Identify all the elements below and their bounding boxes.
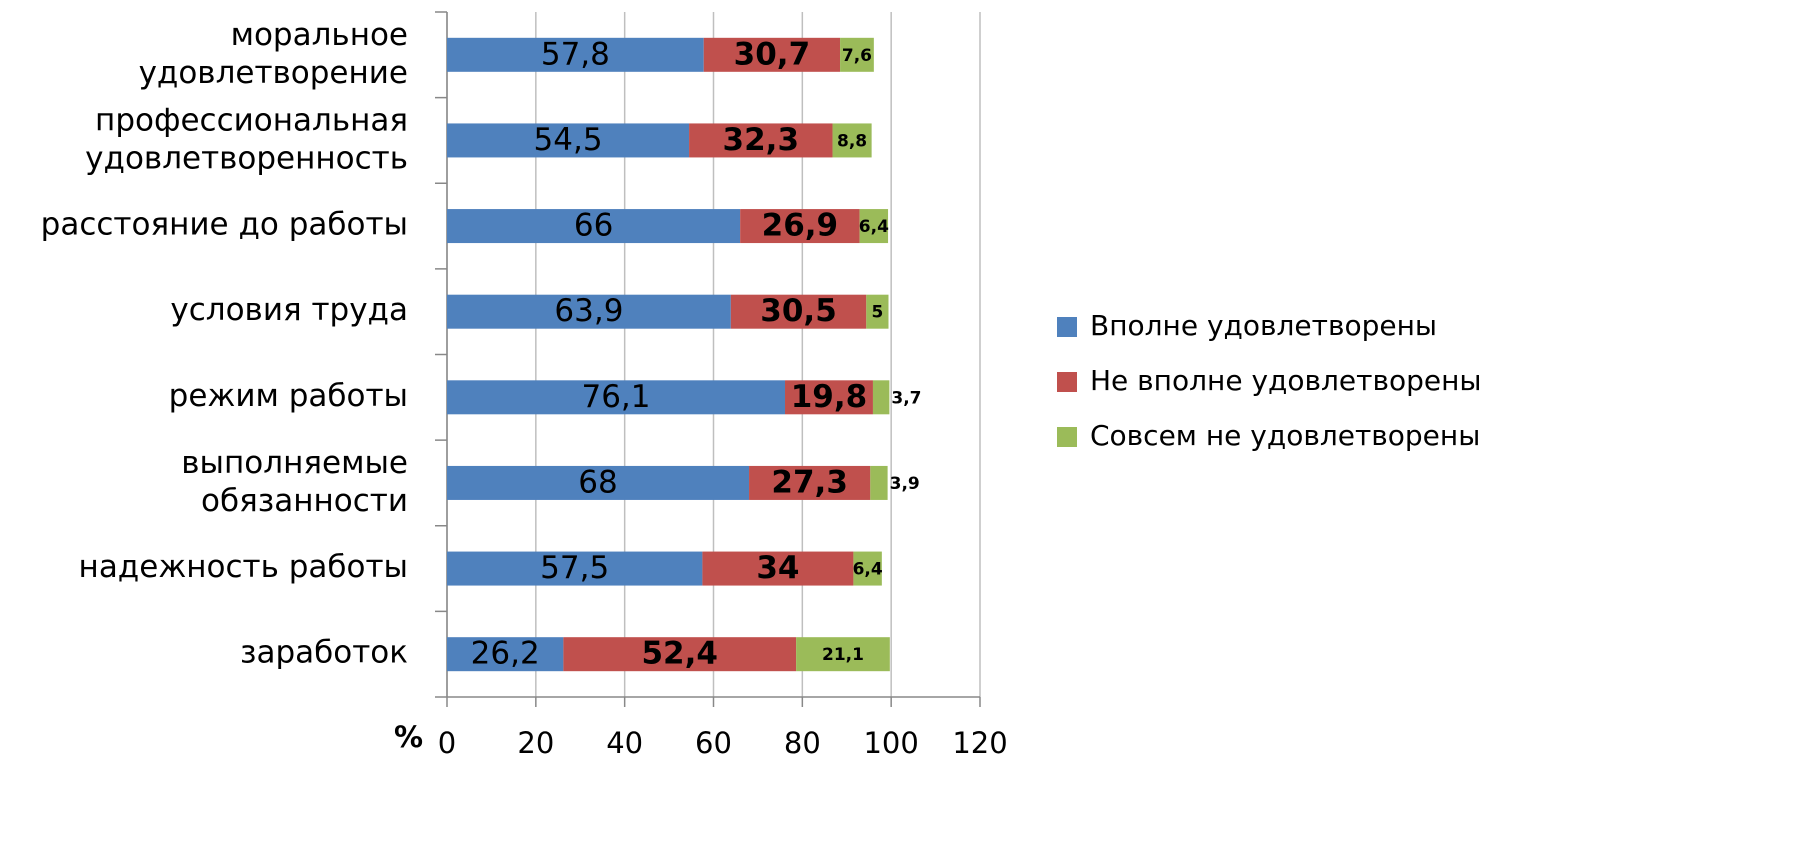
- data-label: 6,4: [853, 560, 883, 580]
- x-axis-label: %: [394, 720, 423, 754]
- x-tick-label: 100: [863, 726, 918, 760]
- legend-label: Совсем не удовлетворены: [1090, 419, 1480, 452]
- data-label: 30,7: [734, 36, 811, 72]
- y-tick-label: моральное удовлетворение: [139, 16, 408, 90]
- bar-segment: [447, 209, 741, 244]
- legend-label: Вполне удовлетворены: [1090, 309, 1437, 342]
- bar-segment: [702, 551, 854, 586]
- bar-segment: [740, 209, 860, 244]
- bar-segment: [447, 637, 564, 672]
- data-label: 66: [574, 208, 613, 244]
- data-label: 6,4: [859, 217, 889, 237]
- bar-segment: [853, 551, 882, 586]
- bar-segment: [749, 465, 871, 500]
- x-tick-label: 80: [784, 726, 821, 760]
- data-label: 57,8: [541, 36, 610, 72]
- data-label: 8,8: [837, 131, 867, 151]
- bar-segment: [866, 294, 889, 329]
- x-tick-label: 0: [438, 726, 456, 760]
- data-label: 26,2: [471, 636, 540, 672]
- bar-segment: [872, 380, 890, 415]
- data-label: 68: [578, 464, 617, 500]
- data-label: 5: [871, 303, 883, 323]
- data-label: 76,1: [581, 379, 650, 415]
- data-label: 21,1: [822, 645, 864, 665]
- y-tick-label: расстояние до работы: [41, 207, 408, 243]
- x-tick-label: 60: [695, 726, 732, 760]
- y-tick-label: заработок: [240, 635, 408, 671]
- data-label: 19,8: [791, 379, 868, 415]
- bar-segment: [447, 123, 690, 158]
- data-label: 52,4: [641, 636, 718, 672]
- bar-segment: [870, 465, 888, 500]
- bar-segment: [447, 551, 703, 586]
- bar-segment: [563, 637, 797, 672]
- legend-swatch: [1057, 317, 1077, 337]
- y-tick-label: надежность работы: [79, 549, 408, 585]
- data-label: 57,5: [540, 550, 609, 586]
- bar-segment: [859, 209, 889, 244]
- data-label: 32,3: [723, 122, 800, 158]
- x-tick-label: 40: [606, 726, 643, 760]
- y-tick-label: условия труда: [170, 292, 408, 328]
- bar-segment: [703, 37, 841, 72]
- x-tick-label: 20: [517, 726, 554, 760]
- bar-segment: [447, 37, 704, 72]
- data-label: 30,5: [760, 293, 837, 329]
- y-tick-label: режим работы: [169, 378, 408, 414]
- x-tick-label: 120: [952, 726, 1007, 760]
- bar-segment: [447, 465, 750, 500]
- legend-label: Не вполне удовлетворены: [1090, 364, 1482, 397]
- y-tick-label: профессиональная удовлетворенность: [85, 102, 408, 176]
- bar-segment: [689, 123, 833, 158]
- bar-segment: [447, 380, 786, 415]
- data-label: 63,9: [554, 293, 623, 329]
- legend-swatch: [1057, 372, 1077, 392]
- bar-segment: [785, 380, 873, 415]
- data-label: 26,9: [762, 208, 839, 244]
- data-label: 3,7: [891, 388, 921, 408]
- data-label: 27,3: [771, 464, 848, 500]
- bar-segment: [796, 637, 890, 672]
- legend-swatch: [1057, 427, 1077, 447]
- y-tick-label: выполняемые обязанности: [181, 444, 408, 518]
- bar-segment: [730, 294, 867, 329]
- data-label: 7,6: [842, 46, 872, 66]
- bar-segment: [832, 123, 872, 158]
- data-label: 34: [756, 550, 799, 586]
- bar-segment: [840, 37, 874, 72]
- bar-segment: [447, 294, 731, 329]
- data-label: 54,5: [534, 122, 603, 158]
- data-label: 3,9: [890, 474, 920, 494]
